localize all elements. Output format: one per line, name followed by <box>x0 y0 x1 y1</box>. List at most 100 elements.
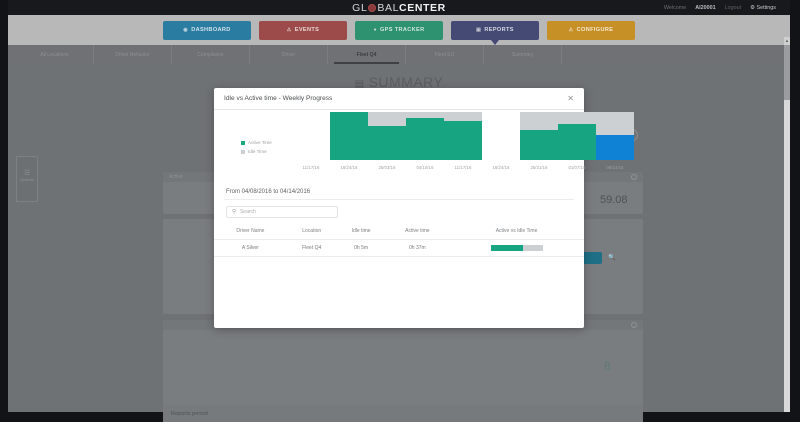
subnav-item-all-locations[interactable]: All Locations <box>16 45 94 64</box>
chart-bar-label: 01/07/16 <box>568 165 586 170</box>
chart-icon: ▣ <box>476 27 482 33</box>
subnav-item-fleet-eu[interactable]: Fleet EU <box>406 45 484 64</box>
chart-bar-idle <box>596 112 634 135</box>
nav-item-reports[interactable]: ▣ REPORTS <box>451 20 539 40</box>
legend-label-idle: Idle Time <box>248 149 267 154</box>
subnav-item-driver[interactable]: Driver <box>250 45 328 64</box>
chart-bar-stack <box>482 122 520 160</box>
ratio-bar-fill <box>490 245 523 251</box>
chart-bar-group[interactable]: 18/24/16 <box>330 112 368 170</box>
background-card-bottom: i <box>163 320 643 405</box>
vertical-scrollbar[interactable]: ▲ <box>784 37 790 412</box>
cell-active-vs-idle <box>449 240 584 257</box>
chart-bar-stack <box>444 112 482 160</box>
chart-bar-group[interactable]: 01/07/16 <box>558 112 596 170</box>
table-head: Driver Name Location Idle time Active ti… <box>214 224 584 240</box>
search-wrapper: ⚲ Search <box>214 200 584 218</box>
cell-driver-name: A Silver <box>241 245 259 251</box>
subnav-item-driver-behavior[interactable]: Driver Behavior <box>94 45 172 64</box>
col-active-time[interactable]: Active time <box>405 228 430 234</box>
chart-bar-stack <box>520 112 558 160</box>
chart-bar-active <box>444 121 482 160</box>
logo-text-part1: GL <box>352 1 368 14</box>
chart-bar-label: 11/17/16 <box>454 165 472 170</box>
modal-dialog: Idle vs Active time - Weekly Progress ✕ … <box>214 88 634 328</box>
close-icon[interactable]: ✕ <box>567 93 574 103</box>
chart-bar-group[interactable]: 25/03/16 <box>368 112 406 170</box>
search-placeholder: Search <box>239 209 256 215</box>
date-range-text: From 04/08/2016 to 04/14/2016 <box>226 189 311 195</box>
chart-bar-label: 18/24/16 <box>340 165 358 170</box>
scrollbar-thumb[interactable] <box>784 45 790 100</box>
app-logo[interactable]: GL BAL CENTER <box>352 2 446 14</box>
chart-bar-group[interactable]: 11/17/16 <box>444 112 482 170</box>
reports-period-title: Reports period <box>171 411 208 417</box>
window-frame-right <box>790 0 800 422</box>
scroll-up-arrow[interactable]: ▲ <box>784 37 790 45</box>
wrench-icon: ⚠ <box>568 27 574 33</box>
subnav-item-summary[interactable]: Summary <box>484 45 562 64</box>
legend-item-active: Active Time <box>241 138 272 147</box>
layers-icon: ☰ <box>24 170 31 177</box>
subnav-item-compliance[interactable]: Compliance <box>172 45 250 64</box>
chart-bar-group[interactable]: 25/31/16 <box>520 112 558 170</box>
chart-bar-group[interactable]: 18/24/16 <box>482 122 520 170</box>
chart-bar-stack <box>406 112 444 160</box>
user-name: AI20001 <box>695 4 716 11</box>
left-side-tab[interactable]: ☰ Options <box>16 156 38 202</box>
legend-swatch-idle-icon <box>241 149 245 154</box>
subnav-item-fleet-q4[interactable]: Fleet Q4 <box>328 45 406 64</box>
welcome-label: Welcome <box>663 4 687 11</box>
cell-idle-time: 0h 5m <box>354 245 369 251</box>
search-input[interactable]: ⚲ Search <box>226 206 338 218</box>
chart-bar-active <box>330 112 368 160</box>
legend-label-active: Active Time <box>248 140 272 145</box>
chart-bar-label: 25/03/16 <box>378 165 396 170</box>
pin-icon: ● <box>373 27 377 33</box>
col-idle-time[interactable]: Idle time <box>351 228 371 234</box>
cell-active-time: 0h 37m <box>409 245 426 251</box>
left-side-tab-label: Options <box>20 176 34 182</box>
col-active-vs-idle[interactable]: Active vs Idle Time <box>495 228 538 234</box>
col-location[interactable]: Location <box>302 228 322 234</box>
chart-bar-group[interactable]: 11/17/16 <box>292 122 330 170</box>
info-icon: i <box>631 322 637 328</box>
ratio-bar <box>490 245 543 251</box>
logo-text-part3: CENTER <box>399 1 446 14</box>
nav-label-configure: CONFIGURE <box>576 27 614 33</box>
chart-bar-idle <box>520 112 558 130</box>
chart-bar-idle <box>558 112 596 124</box>
settings-label: Settings <box>756 4 776 11</box>
top-bar: GL BAL CENTER Welcome AI20001 Logout ⚙ Set… <box>8 0 790 15</box>
nav-item-dashboard[interactable]: ◉ DASHBOARD <box>163 20 251 40</box>
chart-bar-active <box>368 126 406 160</box>
chart-bar-stack <box>558 112 596 160</box>
nav-item-events[interactable]: ⚠ EVENTS <box>259 20 347 40</box>
settings-link[interactable]: ⚙ Settings <box>750 5 776 11</box>
chart-bar-active <box>406 118 444 160</box>
logout-link[interactable]: Logout <box>724 4 742 11</box>
chart-bar-stack <box>292 122 330 160</box>
table-row[interactable]: A Silver Fleet Q4 0h 5m 0h 37m <box>214 239 584 257</box>
warning-icon: ⚠ <box>286 27 292 33</box>
chart-bar-stack <box>596 112 634 160</box>
chart-bar-group[interactable]: 08/14/16 <box>596 112 634 170</box>
modal-body: ◉ Active Time Idle Time 11/17/1618/24/16… <box>214 112 634 257</box>
side-panel-label: Active <box>169 174 183 180</box>
chart-bar-active <box>520 130 558 160</box>
chart-bar-idle <box>406 112 444 118</box>
chart-legend: Active Time Idle Time <box>241 138 272 156</box>
metric-value-bottom: 8 <box>604 359 611 373</box>
col-driver-name[interactable]: Driver Name <box>236 228 265 234</box>
search-icon: ⚲ <box>232 209 236 215</box>
drivers-table: Driver Name Location Idle time Active ti… <box>214 224 584 257</box>
search-icon[interactable]: 🔍 <box>608 255 616 261</box>
logo-text-part2: BAL <box>377 1 400 14</box>
window-frame-left <box>0 0 8 422</box>
chart-bar-active <box>558 124 596 160</box>
nav-item-configure[interactable]: ⚠ CONFIGURE <box>547 20 635 40</box>
chart-bar-group[interactable]: 04/10/16 <box>406 112 444 170</box>
nav-item-gps-tracker[interactable]: ● GPS TRACKER <box>355 20 443 40</box>
globe-icon <box>368 3 377 12</box>
